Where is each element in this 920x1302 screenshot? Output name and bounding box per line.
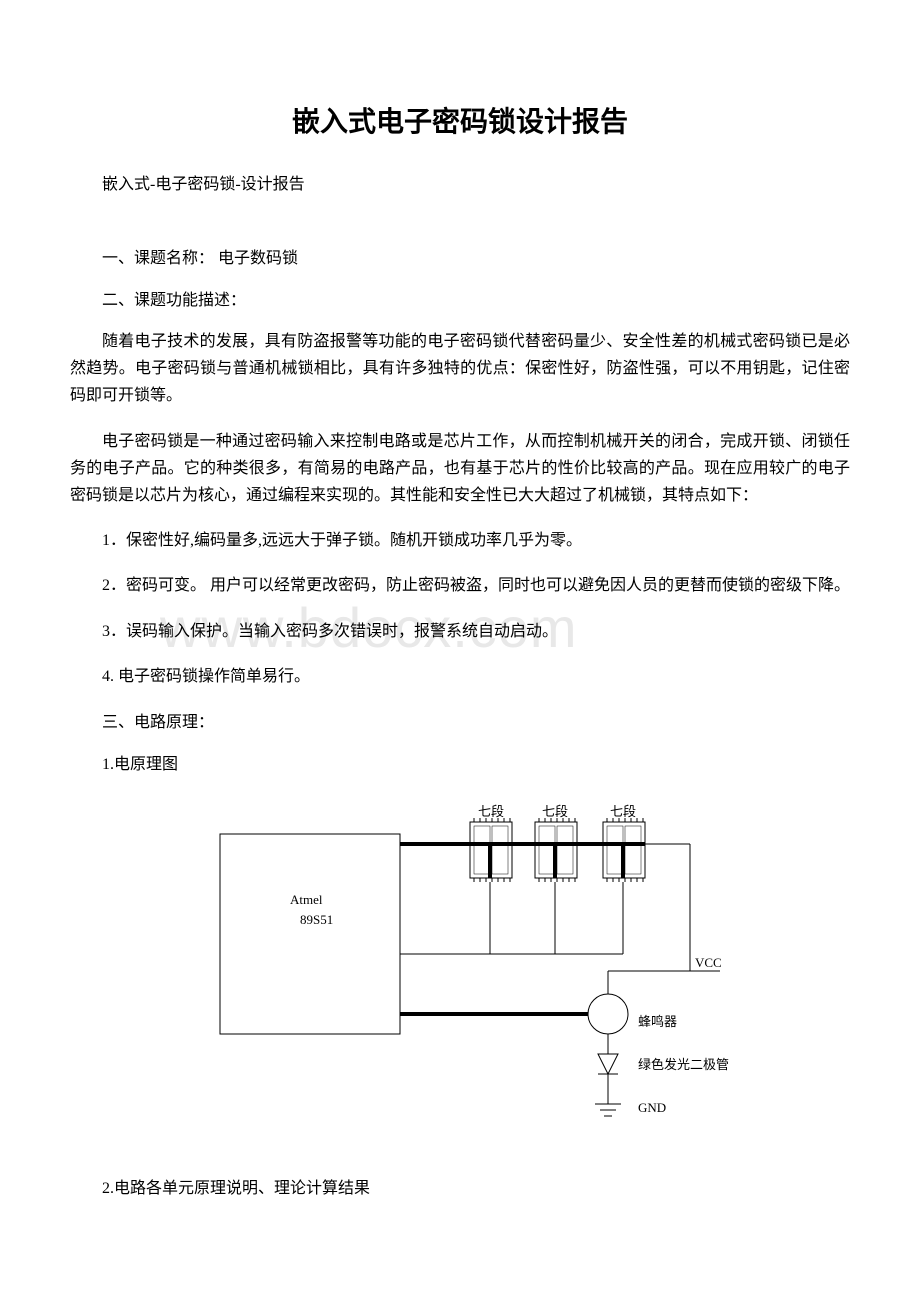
- list-item-2: 2．密码可变。 用户可以经常更改密码，防止密码被盗，同时也可以避免因人员的更替而…: [70, 572, 850, 599]
- seg-digit-3b: [625, 826, 641, 874]
- seg-label-1: 七段: [478, 804, 504, 819]
- vcc-label: VCC: [695, 955, 722, 970]
- led-label: 绿色发光二极管: [638, 1057, 729, 1072]
- seg-digit-3a: [607, 826, 623, 874]
- buzzer-label: 蜂鸣器: [638, 1014, 677, 1029]
- seg-digit-2a: [539, 826, 555, 874]
- section-3a-heading: 1.电原理图: [70, 750, 850, 774]
- paragraph-2: 电子密码锁是一种通过密码输入来控制电路或是芯片工作，从而控制机械开关的闭合，完成…: [70, 428, 850, 510]
- circuit-svg: Atmel 89S51 七段 七段 七段: [190, 794, 750, 1154]
- buzzer-icon: [588, 994, 628, 1034]
- seg-digit-1b: [492, 826, 508, 874]
- seg-label-2: 七段: [542, 804, 568, 819]
- mcu-label-1: Atmel: [290, 892, 323, 907]
- seg-label-3: 七段: [610, 804, 636, 819]
- document-title: 嵌入式电子密码锁设计报告: [70, 100, 850, 140]
- section-3b-heading: 2.电路各单元原理说明、理论计算结果: [70, 1174, 850, 1198]
- mcu-label-2: 89S51: [300, 912, 333, 927]
- paragraph-1: 随着电子技术的发展，具有防盗报警等功能的电子密码锁代替密码量少、安全性差的机械式…: [70, 328, 850, 410]
- gnd-label: GND: [638, 1100, 666, 1115]
- section-2-heading: 二、课题功能描述：: [70, 286, 850, 310]
- document-content: 嵌入式电子密码锁设计报告 嵌入式-电子密码锁-设计报告 一、课题名称： 电子数码…: [70, 100, 850, 1198]
- section-1-heading: 一、课题名称： 电子数码锁: [70, 244, 850, 268]
- list-item-1: 1．保密性好,编码量多,远远大于弹子锁。随机开锁成功率几乎为零。: [70, 527, 850, 554]
- seg-digit-1a: [474, 826, 490, 874]
- list-item-3: 3．误码输入保护。当输入密码多次错误时，报警系统自动启动。: [70, 618, 850, 645]
- circuit-diagram: Atmel 89S51 七段 七段 七段: [190, 794, 750, 1154]
- seg-digit-2b: [557, 826, 573, 874]
- led-icon: [598, 1054, 618, 1074]
- mcu-rect: [220, 834, 400, 1034]
- section-3-heading: 三、电路原理：: [70, 708, 850, 732]
- document-subtitle: 嵌入式-电子密码锁-设计报告: [70, 170, 850, 194]
- list-item-4: 4. 电子密码锁操作简单易行。: [70, 663, 850, 690]
